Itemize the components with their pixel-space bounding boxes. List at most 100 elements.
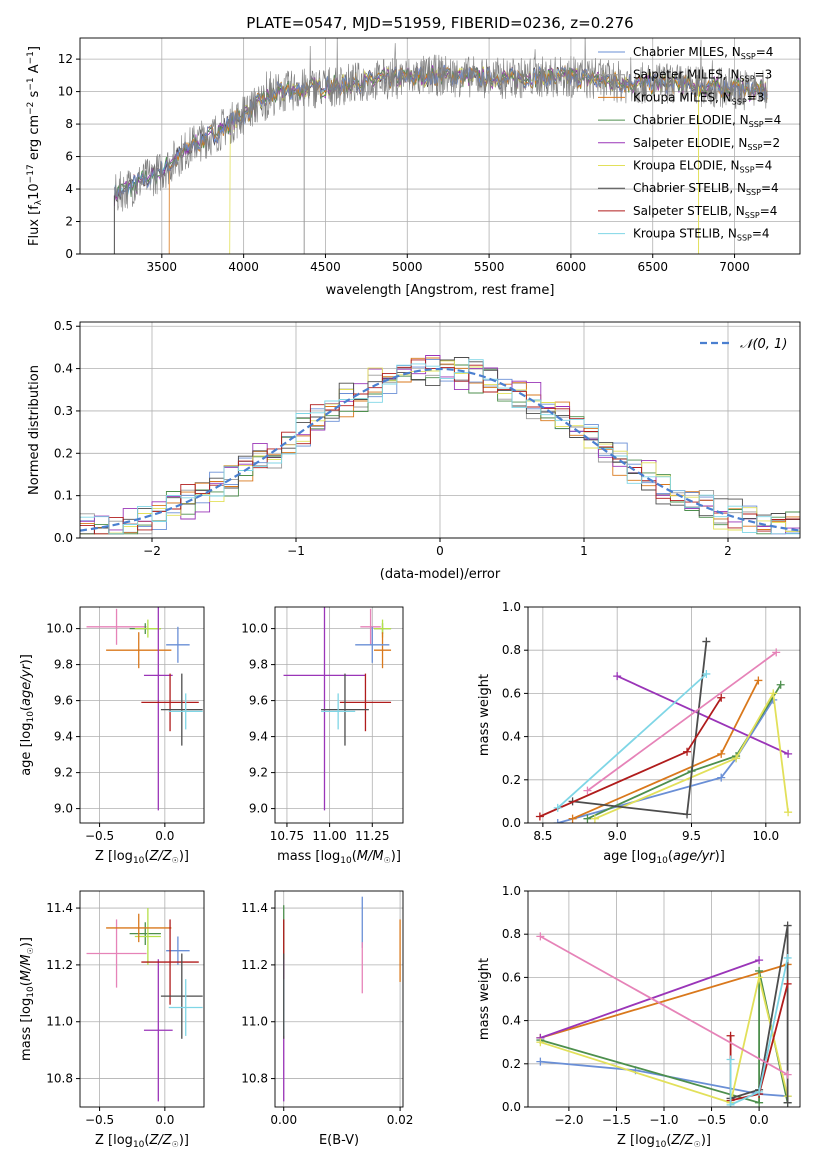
x-tick-label: 9.0 [608, 829, 627, 843]
legend-entry: Kroupa MILES, NSSP=3 [633, 90, 764, 106]
panel-age_vs_Z: −0.5 0.0 9.0 9.2 9.4 9.6 9.8 10.0 Z [log10(Z/Z☉)… [19, 606, 205, 866]
weight-marker [754, 676, 763, 685]
weight-marker [717, 773, 726, 782]
plot-area [86, 607, 203, 811]
spectrum-ylabel-text: Flux [fλ10−17 erg cm−2 s−1 A−1] [26, 46, 44, 246]
weight-marker [568, 814, 577, 823]
x-tick-label: 0 [436, 544, 444, 558]
axes-frame [274, 890, 404, 1108]
y-tick-label: 9.2 [249, 766, 268, 780]
weight-marker [783, 953, 792, 962]
weight-marker [536, 932, 545, 941]
legend-entry: Chabrier MILES, NSSP=4 [633, 45, 773, 61]
plot-area [80, 355, 800, 535]
y-tick-label: 10.0 [241, 622, 268, 636]
y-tick-label: 0.4 [502, 1014, 521, 1028]
panel-weight_vs_age: 8.5 9.0 9.5 10.0 0.0 0.2 0.4 0.6 0.8 1.0 age [log1… [477, 600, 801, 866]
mass_vs_Z-ylabel-text: mass [log10(M/M☉)] [19, 937, 36, 1061]
legend-entry: Salpeter STELIB, NSSP=4 [633, 204, 777, 220]
y-tick-label: 9.4 [249, 730, 268, 744]
gaussian-curve [80, 367, 800, 532]
weight-marker [717, 693, 726, 702]
x-tick-label: 5500 [474, 260, 505, 274]
x-tick-label: 0.0 [155, 829, 174, 843]
weight_vs_age-xlabel: age [log10(age/yr)] [603, 849, 725, 866]
x-tick-label: 6000 [556, 260, 587, 274]
y-tick-label: 0.4 [54, 362, 73, 376]
x-tick-label: 9.5 [682, 829, 701, 843]
residual-histogram [80, 359, 800, 535]
residual-ylabel: Normed distribution [27, 365, 42, 495]
x-tick-label: 4500 [310, 260, 341, 274]
y-tick-label: 0 [65, 247, 73, 261]
y-tick-label: 0.8 [502, 927, 521, 941]
weight_vs_age-ylabel: mass weight [477, 674, 492, 756]
weight-marker [784, 749, 793, 758]
weight-marker [783, 1070, 792, 1079]
y-tick-label: 10.8 [241, 1072, 268, 1086]
weight-marker [784, 808, 793, 817]
y-tick-label: 12 [58, 52, 73, 66]
y-tick-label: 11.0 [241, 1015, 268, 1029]
weight-marker [536, 1057, 545, 1066]
y-tick-label: 9.0 [54, 802, 73, 816]
x-tick-label: −2 [143, 544, 161, 558]
plot-area [535, 637, 793, 823]
x-tick-label: −0.5 [85, 1113, 114, 1127]
y-tick-label: 11.0 [46, 1015, 73, 1029]
spectrum-xlabel: wavelength [Angstrom, rest frame] [326, 283, 555, 298]
y-tick-label: 1.0 [502, 884, 521, 898]
age_vs_mass-xlabel: mass [log10(M/M☉)] [277, 849, 401, 866]
y-tick-label: 0.6 [502, 970, 521, 984]
plot-area [113, 38, 768, 254]
weight-marker [535, 812, 544, 821]
weight-marker [755, 1087, 764, 1096]
weight-marker [726, 1100, 735, 1107]
x-tick-label: −0.5 [85, 829, 114, 843]
x-tick-label: 2 [724, 544, 732, 558]
weight-marker [783, 1098, 792, 1107]
x-tick-label: 0.02 [387, 1113, 414, 1127]
plots: 3500 4000 4500 5000 5500 6000 6500 700002468101… [19, 37, 801, 1150]
weight-marker [702, 669, 711, 678]
axes-frame [79, 890, 205, 1108]
y-tick-label: 0.8 [502, 643, 521, 657]
x-tick-label: 3500 [147, 260, 178, 274]
weight_vs_Z-ylabel: mass weight [477, 958, 492, 1040]
weight-marker [755, 956, 764, 965]
weight-line [572, 679, 760, 820]
y-tick-label: 0.1 [54, 489, 73, 503]
y-tick-label: 2 [65, 215, 73, 229]
x-tick-label: 0.0 [155, 1113, 174, 1127]
y-tick-label: 9.0 [249, 802, 268, 816]
y-tick-label: 11.2 [241, 958, 268, 972]
axes-frame [527, 606, 801, 824]
y-tick-label: 11.4 [46, 901, 73, 915]
weight-marker [726, 1055, 735, 1064]
weight-line [539, 935, 789, 1076]
legend-entry: Salpeter MILES, NSSP=3 [633, 68, 772, 84]
weight-marker [755, 973, 764, 982]
weight-marker [726, 1031, 735, 1040]
age_vs_Z-xlabel: Z [log10(Z/Z☉)] [95, 849, 189, 866]
age_vs_Z-ylabel-text: age [log10(age/yr)] [19, 654, 36, 776]
weight-line [540, 963, 788, 1039]
x-tick-label: −0.5 [697, 1113, 726, 1127]
weight-marker [702, 637, 711, 646]
weight-marker [683, 747, 692, 756]
legend-entry: Kroupa ELODIE, NSSP=4 [633, 159, 772, 175]
y-tick-label: 0.2 [54, 446, 73, 460]
y-tick-label: 10.8 [46, 1072, 73, 1086]
weight-marker [583, 814, 592, 823]
weight-marker [783, 921, 792, 930]
legend-entry: Kroupa STELIB, NSSP=4 [633, 227, 770, 243]
y-tick-label: 11.2 [46, 958, 73, 972]
residual-xlabel: (data-model)/error [380, 567, 501, 582]
weight-marker [776, 680, 785, 689]
y-tick-label: 9.6 [54, 694, 73, 708]
x-tick-label: 8.5 [533, 829, 552, 843]
y-tick-label: 0.5 [54, 319, 73, 333]
panel-age_vs_mass: 10.75 11.00 11.25 9.0 9.2 9.4 9.6 9.8 10.0 mass [… [241, 606, 404, 866]
weight-line [586, 651, 777, 792]
